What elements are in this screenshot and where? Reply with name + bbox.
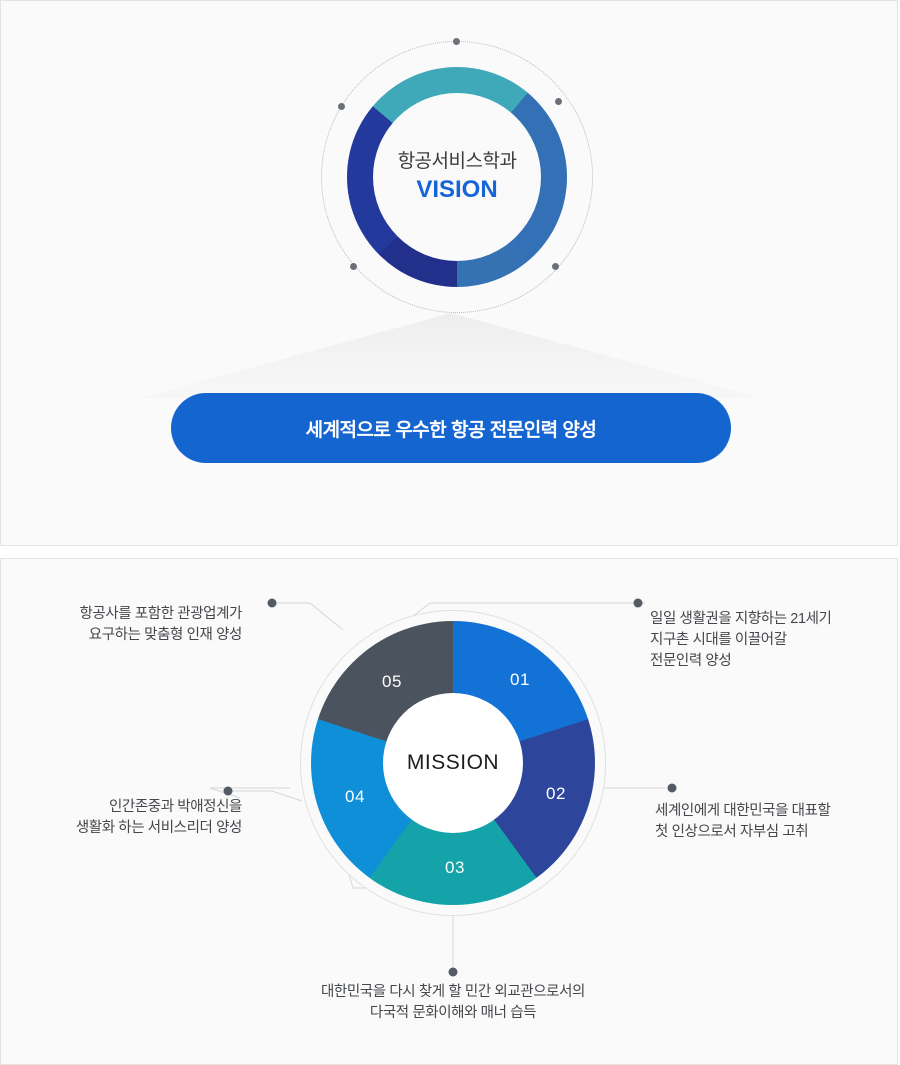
mission-center-label: MISSION bbox=[406, 751, 500, 774]
mission-callout-01: 일일 생활권을 지향하는 21세기 지구촌 시대를 이끌어갈 전문인력 양성 bbox=[650, 611, 832, 670]
ring-dot-lower-left bbox=[350, 263, 357, 270]
vision-subtitle: 항공서비스학과 bbox=[397, 150, 517, 172]
mission-callout-03: 대한민국을 다시 찾게 할 민간 외교관으로서의 다국적 문화이해와 매너 습득 bbox=[320, 984, 585, 1022]
vision-banner-text: 세계적으로 우수한 항공 전문인력 양성 bbox=[305, 419, 597, 441]
mission-center: MISSION bbox=[383, 693, 523, 833]
mission-callout-02: 세계인에게 대한민국을 대표할 첫 인상으로서 자부심 고취 bbox=[655, 803, 831, 841]
mission-diagram: MISSION 01 02 03 04 05 bbox=[300, 610, 606, 916]
mission-segment-number-01: 01 bbox=[510, 670, 530, 689]
mission-callout-04: 인간존중과 박애정신을 생활화 하는 서비스리더 양성 bbox=[75, 799, 243, 837]
mission-callout-05: 항공사를 포함한 관광업계가 요구하는 맞춤형 인재 양성 bbox=[79, 606, 242, 644]
vision-center: 항공서비스학과 VISION bbox=[373, 93, 541, 261]
vision-banner: 세계적으로 우수한 항공 전문인력 양성 bbox=[171, 393, 731, 463]
funnel-shape bbox=[141, 313, 761, 398]
vision-title: VISION bbox=[416, 176, 498, 204]
ring-dot-lower-right bbox=[552, 263, 559, 270]
ring-dot-top bbox=[453, 38, 460, 45]
mission-segment-number-03: 03 bbox=[445, 858, 465, 877]
ring-dot-upper-right bbox=[555, 98, 562, 105]
ring-dot-upper-left bbox=[338, 103, 345, 110]
mission-segment-number-05: 05 bbox=[382, 672, 402, 691]
vision-diagram: 항공서비스학과 VISION bbox=[321, 38, 593, 313]
mission-segment-number-02: 02 bbox=[546, 784, 566, 803]
mission-segment-number-04: 04 bbox=[345, 787, 365, 806]
vision-panel: 항공서비스학과 VISION 세계적으로 우수한 항공 전문인력 양성 bbox=[0, 0, 898, 546]
